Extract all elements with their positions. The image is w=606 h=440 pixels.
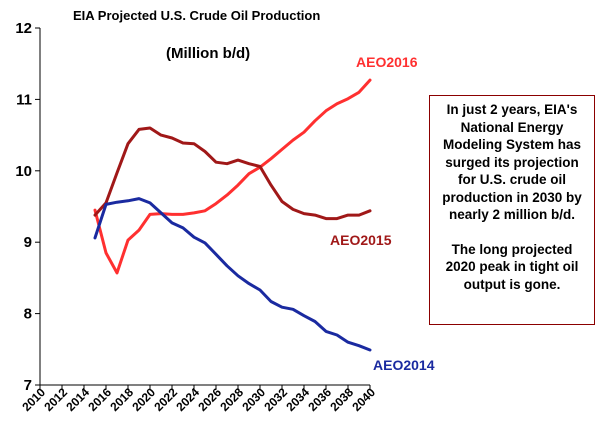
annotation-box: In just 2 years, EIA's National Energy M… <box>429 95 595 325</box>
x-tick-label: 2016 <box>85 385 114 414</box>
chart-title: EIA Projected U.S. Crude Oil Production <box>73 8 320 23</box>
chart-subtitle: (Million b/d) <box>166 45 250 62</box>
x-tick-label: 2024 <box>173 385 202 414</box>
series-label-aeo2016: AEO2016 <box>356 54 418 70</box>
series-label-aeo2014: AEO2014 <box>373 357 435 373</box>
x-tick-label: 2014 <box>63 385 92 414</box>
y-tick-label: 8 <box>24 306 32 323</box>
x-tick-label: 2032 <box>261 385 290 414</box>
y-tick-label: 11 <box>16 91 32 108</box>
y-tick-label: 10 <box>15 163 32 180</box>
series-line-aeo2015 <box>93 126 372 221</box>
series-line-aeo2014 <box>93 197 372 352</box>
x-tick-label: 2026 <box>195 385 224 414</box>
series-line-aeo2016 <box>93 78 372 275</box>
series-labels: AEO2016 AEO2015 AEO2014 <box>330 54 435 373</box>
annotation-paragraph-2: The long projected 2020 peak in tight oi… <box>445 241 579 292</box>
y-tick-label: 9 <box>24 234 32 251</box>
series-label-aeo2015: AEO2015 <box>330 232 392 248</box>
series-lines <box>93 78 372 352</box>
x-tick-label: 2012 <box>41 385 70 414</box>
x-tick-label: 2020 <box>129 385 158 414</box>
y-tick-label: 12 <box>15 20 32 37</box>
x-tick-label: 2022 <box>151 385 180 414</box>
x-tick-label: 2034 <box>283 385 312 414</box>
x-tick-label: 2028 <box>217 385 246 414</box>
x-tick-label: 2018 <box>107 385 136 414</box>
x-tick-label: 2038 <box>327 385 356 414</box>
y-tick-label: 7 <box>24 377 32 394</box>
x-tick-label: 2036 <box>305 385 334 414</box>
x-tick-label: 2030 <box>239 385 268 414</box>
annotation-paragraph-1: In just 2 years, EIA's National Energy M… <box>442 102 582 222</box>
x-tick-label: 2040 <box>349 385 378 414</box>
